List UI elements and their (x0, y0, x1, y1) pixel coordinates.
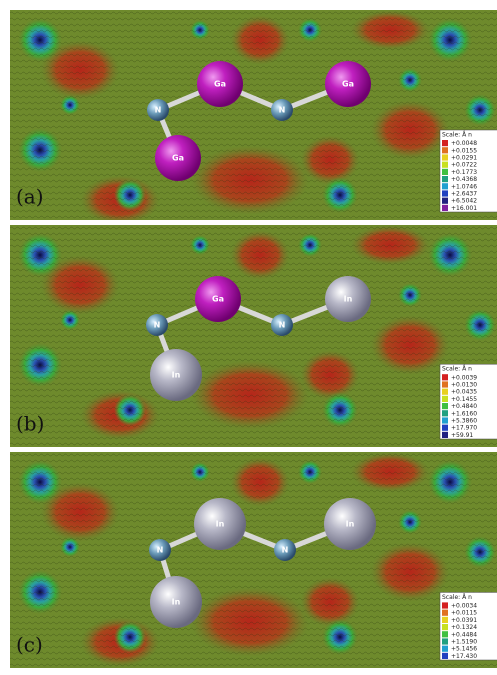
scale-value: +5.3860 (451, 418, 477, 425)
scale-value: +17.430 (451, 653, 477, 660)
scale-swatch (442, 403, 448, 409)
scale-swatch (442, 410, 448, 416)
scale-value: +0.0130 (451, 382, 477, 389)
scale-swatch (442, 154, 448, 160)
scale-value: +5.1456 (451, 646, 477, 653)
scale-value: +0.4840 (451, 403, 477, 410)
atom-label: Ga (342, 80, 354, 89)
contour-map (10, 10, 497, 225)
scale-value: +0.1324 (451, 624, 477, 631)
scale-swatch (442, 374, 448, 380)
scale-value: +0.1773 (451, 169, 477, 176)
scale-swatch (442, 198, 448, 204)
atom-label: In (344, 295, 353, 304)
scale-value: +16.001 (451, 205, 477, 212)
scale-swatch (442, 617, 448, 623)
scale-title: Scale: Å n (442, 594, 472, 601)
scale-value: +1.0746 (451, 183, 477, 190)
atom-label: Ga (214, 80, 226, 89)
atom-label: Ga (212, 295, 224, 304)
panel: N Ga N Ga Ga (a) Scale: Å n+0.0048+0.0155+0.02… (10, 10, 497, 225)
atom-label: In (172, 598, 181, 607)
scale-swatch (442, 425, 448, 431)
scale-swatch (442, 602, 448, 608)
scale-value: +0.4368 (451, 176, 477, 183)
atom-label: In (172, 371, 181, 380)
scale-title: Scale: Å n (442, 366, 472, 373)
scale-swatch (442, 147, 448, 153)
scale-title: Scale: Å n (442, 132, 472, 139)
atom-label: In (346, 520, 355, 529)
atom-label: N (279, 106, 286, 115)
scale-swatch (442, 432, 448, 438)
atom-label: In (216, 520, 225, 529)
scale-swatch (442, 169, 448, 175)
panel-label: (a) (16, 185, 44, 209)
scale-value: +1.5190 (451, 639, 477, 646)
atom-label: N (282, 546, 289, 555)
scale-swatch (442, 183, 448, 189)
scale-swatch (442, 140, 448, 146)
scale-value: +0.1455 (451, 396, 477, 403)
scale-value: +0.0391 (451, 617, 477, 624)
scale-swatch (442, 389, 448, 395)
scale-swatch (442, 176, 448, 182)
atom-label: N (279, 321, 286, 330)
scale-swatch (442, 417, 448, 423)
scale-value: +0.0115 (451, 610, 477, 617)
atom-label: Ga (172, 154, 184, 163)
atom-label: N (155, 106, 162, 115)
contour-lines (10, 10, 497, 220)
scale-value: +0.0039 (451, 374, 477, 381)
scale-value: +0.0435 (451, 389, 477, 396)
panel-label: (b) (16, 412, 44, 436)
contour-map (10, 452, 497, 668)
figure: NGaNGaGa(a)Scale: Å n+0.0048+0.0155+0.02… (0, 0, 497, 675)
scale-value: +6.5042 (451, 198, 477, 205)
scale-value: +1.6160 (451, 410, 477, 417)
scale-value: +0.0291 (451, 155, 477, 162)
contour-lines (10, 225, 497, 447)
panel: N In N In In (c) Scale: Å n +0.0034+0.0115+0.03… (10, 452, 497, 668)
scale-swatch (442, 653, 448, 659)
scale-swatch (442, 396, 448, 402)
atom-label: N (154, 321, 161, 330)
scale-swatch (442, 190, 448, 196)
scale-swatch (442, 381, 448, 387)
scale-swatch (442, 624, 448, 630)
scale-value: +0.0034 (451, 603, 477, 610)
scale-swatch (442, 631, 448, 637)
contour-lines (10, 452, 497, 668)
scale-value: +0.0722 (451, 162, 477, 169)
panel-label: (c) (16, 633, 43, 657)
scale-swatch (442, 162, 448, 168)
scale-value: +0.0155 (451, 147, 477, 154)
scale-swatch (442, 638, 448, 644)
scale-value: +17.970 (451, 425, 477, 432)
panel: N Ga N In In (b) Scale: Å n+0.0039+0.0130+0.04… (10, 225, 497, 447)
atom-label: N (157, 546, 164, 555)
scale-swatch (442, 205, 448, 211)
scale-swatch (442, 610, 448, 616)
scale-value: +59.91 (451, 432, 473, 439)
contour-map (10, 225, 497, 447)
scale-swatch (442, 646, 448, 652)
scale-value: +2.6437 (451, 191, 477, 198)
scale-value: +0.0048 (451, 140, 477, 147)
scale-value: +0.4484 (451, 631, 477, 638)
